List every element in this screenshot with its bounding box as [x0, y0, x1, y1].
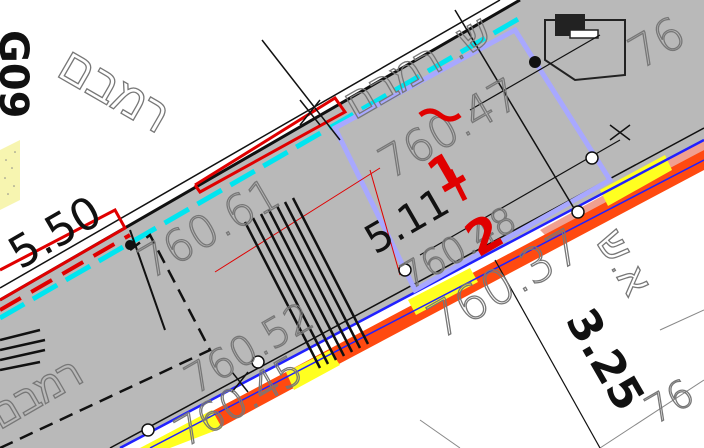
curb-line	[0, 0, 501, 289]
lavender-boundary	[331, 26, 614, 294]
building-outline	[544, 19, 626, 82]
blue-edge-line	[149, 159, 704, 448]
red-plan-outline	[193, 95, 348, 194]
red-tick	[447, 168, 468, 202]
hatched-area	[0, 140, 20, 210]
red-tilde	[418, 108, 462, 122]
sidewalk-yellow-2	[408, 268, 478, 315]
crosswalk-left	[0, 328, 46, 372]
survey-point-filled	[529, 56, 541, 68]
sidewalk-yellow-4	[140, 410, 222, 448]
hatch-dots	[4, 151, 16, 195]
parcel-line	[419, 419, 461, 448]
red-plan-outline	[0, 207, 128, 302]
red-dashed-line	[0, 233, 131, 312]
construction-line	[494, 259, 601, 448]
red-thin-line	[369, 169, 401, 276]
survey-points	[141, 151, 599, 437]
crosswalk	[243, 197, 370, 369]
construction-line	[469, 34, 601, 111]
label-dim-right: 3.25	[555, 300, 653, 420]
label-sheet-code: G09	[0, 30, 36, 119]
construction-line	[454, 9, 576, 211]
survey-point-filled	[125, 240, 135, 250]
parcel-line	[599, 379, 704, 448]
construction-line	[261, 39, 341, 141]
cyan-dashed-line	[0, 15, 522, 321]
building-fill-2	[569, 29, 599, 39]
parcel-line	[659, 309, 704, 331]
cross-markers	[231, 99, 631, 393]
label-hebrew-right: א.ש	[586, 222, 659, 303]
construction-line	[129, 229, 166, 331]
label-hebrew-top: רמבם	[49, 37, 180, 145]
label-elev-8: 76	[638, 371, 702, 433]
dashed-boundary	[0, 233, 212, 448]
red-thin-line	[214, 167, 381, 273]
blue-edge-line	[119, 138, 704, 448]
